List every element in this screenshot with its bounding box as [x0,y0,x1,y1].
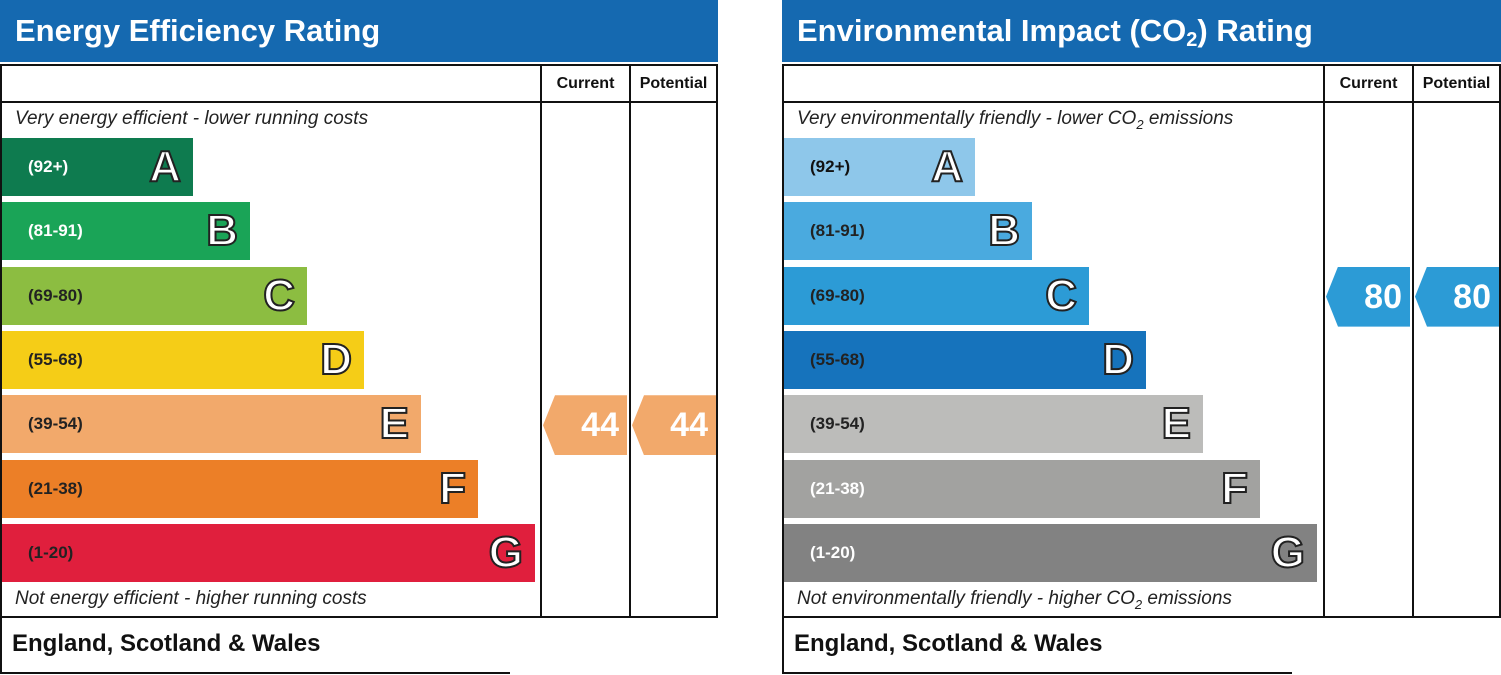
rating-band-e: (39-54) E [2,395,421,454]
band-letter: A [148,141,182,192]
chart-frame [0,64,718,618]
chart-title: Energy Efficiency Rating [0,0,718,62]
region-footer: England, Scotland & Wales [782,618,1292,674]
potential-rating-indicator: 44 [632,395,716,456]
current-column-divider [1323,64,1325,618]
caption-subscript: 2 [1134,596,1143,612]
current-rating-indicator: 44 [543,395,627,456]
current-rating-value: 80 [1364,277,1402,316]
potential-column-header: Potential [639,75,708,92]
header-divider [782,101,1501,103]
header-divider [0,101,718,103]
top-caption: Very energy efficient - lower running co… [15,108,369,129]
caption-subscript: 2 [1136,116,1144,132]
rating-band-d: (55-68) D [784,330,1146,389]
rating-band-a: (92+) A [784,138,975,196]
rating-band-e: (39-54) E [784,395,1203,454]
band-range: (21-38) [810,478,865,498]
current-column-header: Current [556,75,615,92]
rating-band-d: (55-68) D [2,330,364,389]
band-range: (55-68) [810,349,865,369]
rating-band-c: (69-80) C [784,266,1089,325]
band-range: (1-20) [810,542,856,562]
rating-band-b: (81-91) B [784,202,1032,261]
bottom-caption: Not energy efficient - higher running co… [15,588,367,609]
bottom-caption: Not environmentally friendly - higher CO… [797,588,1232,612]
band-letter: F [438,463,467,514]
chart-title: Environmental Impact (CO2) Rating [782,0,1501,62]
band-letter: C [262,270,296,321]
band-range: (69-80) [28,285,83,305]
band-range: (39-54) [810,414,865,434]
region-footer: England, Scotland & Wales [0,618,510,674]
environmental-impact-panel: Environmental Impact (CO2) Rating Curren… [782,0,1501,675]
potential-column-divider [1412,64,1414,618]
band-letter: A [930,141,964,192]
rating-band-f: (21-38) F [784,459,1260,518]
potential-rating-value: 44 [670,406,708,445]
potential-column-divider [629,64,631,618]
title-part: ) Rating [1197,13,1313,48]
band-letter: C [1044,270,1078,321]
current-column-header: Current [1339,75,1398,92]
band-range: (81-91) [28,221,83,241]
rating-band-f: (21-38) F [2,459,478,518]
current-rating-value: 44 [581,406,619,445]
band-range: (81-91) [810,221,865,241]
band-letter: D [1101,334,1135,385]
current-rating-indicator: 80 [1326,266,1410,327]
chart-frame [782,64,1501,618]
band-letter: E [379,398,410,449]
potential-rating-indicator: 80 [1415,266,1499,327]
band-letter: G [1270,527,1306,578]
band-range: (92+) [810,157,851,176]
title-subscript: 2 [1186,29,1198,51]
caption-part: Very environmentally friendly - lower CO [797,108,1137,129]
rating-band-c: (69-80) C [2,266,307,325]
caption-part: emissions [1143,108,1234,129]
band-letter: E [1161,398,1192,449]
potential-column-header: Potential [1422,75,1491,92]
rating-band-g: (1-20) G [784,523,1317,582]
rating-band-b: (81-91) B [2,202,250,261]
current-column-divider [540,64,542,618]
band-letter: D [319,334,353,385]
band-range: (1-20) [28,542,74,562]
band-letter: F [1220,463,1249,514]
band-letter: B [205,205,239,256]
top-caption: Very environmentally friendly - lower CO… [797,108,1233,132]
energy-efficiency-panel: Energy Efficiency Rating Current Potenti… [0,0,718,675]
potential-rating-value: 80 [1453,277,1491,316]
band-range: (39-54) [28,414,83,434]
band-range: (55-68) [28,349,83,369]
band-range: (69-80) [810,285,865,305]
caption-part: Not environmentally friendly - higher CO [797,588,1135,609]
rating-band-g: (1-20) G [2,523,535,582]
band-range: (92+) [28,157,69,176]
title-part: Environmental Impact (CO [797,13,1187,48]
band-letter: B [987,205,1021,256]
band-letter: G [488,527,524,578]
caption-part: emissions [1142,588,1232,609]
rating-band-a: (92+) A [2,138,193,196]
band-range: (21-38) [28,478,83,498]
